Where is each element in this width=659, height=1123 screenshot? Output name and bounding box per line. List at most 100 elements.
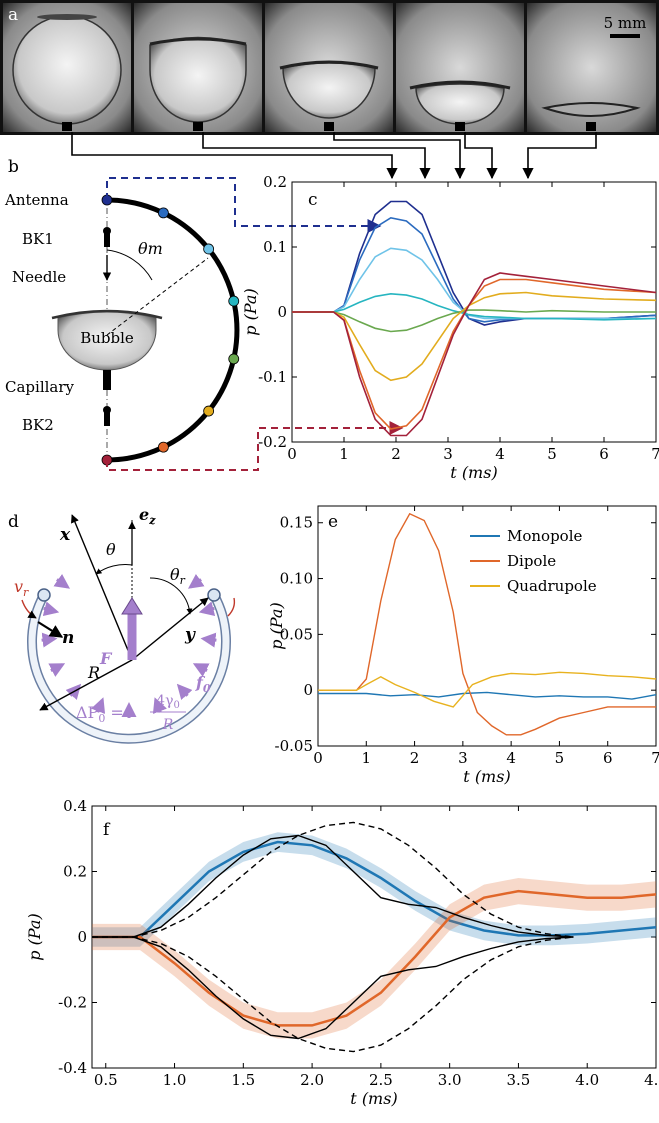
radius-arrow [39, 659, 133, 711]
label-theta-r: θr [170, 565, 186, 587]
panel-label-e: e [328, 512, 338, 532]
x-tick-label: 5 [547, 445, 557, 463]
x-tick-label: 0 [287, 445, 297, 463]
y-tick-label: 0.2 [263, 173, 287, 191]
label-antenna: Antenna [4, 191, 69, 209]
bubble-frame-2 [134, 3, 262, 132]
model-solid-line [92, 834, 574, 938]
pressure-arrow [198, 601, 216, 616]
y-tick-label: 0 [303, 681, 313, 699]
x-tick-label: 0 [313, 749, 323, 767]
vr-arrow-right [227, 597, 236, 617]
legend-label: Quadrupole [507, 577, 597, 595]
blue-link-arrow [106, 177, 382, 233]
panel-label-b: b [8, 157, 19, 177]
y-tick-label: -0.4 [58, 1059, 87, 1077]
pressure-formula: ΔP0 = 4γ0 R [76, 693, 186, 733]
series-line [318, 512, 656, 736]
rim-left [37, 588, 51, 602]
series-line [292, 292, 657, 321]
pressure-arrow [192, 663, 210, 677]
sensor-dot [158, 207, 169, 219]
legend-label: Dipole [507, 552, 556, 570]
y-axis-arrow [131, 597, 209, 661]
x-tick-label: 2.0 [300, 1071, 324, 1089]
label-y: y [184, 625, 196, 645]
panel-a: 5 mm a [0, 0, 659, 135]
y-axis-label: p (Pa) [267, 602, 286, 649]
label-ez: ez [139, 505, 156, 527]
y-tick-label: 0.15 [280, 514, 313, 532]
connector-4 [464, 132, 498, 180]
bk2-hydrophone [103, 406, 111, 426]
x-tick-label: 3.0 [438, 1071, 462, 1089]
sensor-dots [101, 194, 240, 466]
y-tick-label: 0.10 [280, 570, 313, 588]
bubble-schematic: Bubble [51, 309, 163, 371]
panel-label-a: a [8, 5, 18, 25]
series-band [92, 832, 656, 947]
series-line [292, 278, 657, 430]
x-axis-label: t (ms) [450, 463, 497, 482]
series-line [318, 691, 657, 700]
label-n: n [62, 628, 74, 648]
svg-text:R: R [162, 717, 174, 733]
legend-label: Monopole [507, 527, 583, 545]
series-line [292, 200, 657, 326]
series-line [92, 889, 657, 1027]
sensor-dot [228, 295, 240, 307]
y-tick-label: 0.2 [63, 863, 87, 881]
panel-label-f: f [103, 820, 111, 840]
model-solid-line [92, 936, 574, 1040]
label-bubble: Bubble [80, 329, 134, 347]
y-axis-label: p (Pa) [25, 913, 44, 960]
vr-arrow-left [21, 599, 37, 619]
y-tick-label: -0.2 [258, 433, 287, 451]
y-tick-label: -0.1 [258, 368, 287, 386]
series-line [292, 272, 657, 437]
x-tick-label: 4.5 [644, 1071, 659, 1089]
series-line [292, 291, 657, 382]
normal-vector [37, 621, 64, 638]
x-axis-arrow [71, 514, 133, 661]
panel-d: d ez x θ y θr R F n vr f0 [8, 505, 236, 744]
panel-label-d: d [8, 512, 19, 532]
label-force: F [99, 649, 113, 668]
series-line [318, 671, 657, 708]
y-tick-label: 0.05 [280, 625, 313, 643]
theta-m-arc [106, 249, 153, 281]
plot-frame [317, 505, 657, 747]
bubble-frame-1 [3, 3, 131, 132]
series-line [292, 309, 656, 333]
connector-5 [522, 132, 597, 180]
series-band [92, 878, 656, 1039]
x-tick-label: 2 [410, 749, 420, 767]
sensor-dot [203, 405, 215, 417]
shell-inner [28, 593, 230, 743]
pressure-arrow [152, 697, 167, 714]
y-tick-label: 0.4 [63, 797, 87, 815]
label-capillary: Capillary [5, 378, 75, 396]
pressure-arrow [42, 601, 60, 616]
x-tick-label: 3.5 [507, 1071, 531, 1089]
capillary [103, 370, 111, 390]
x-tick-label: 6 [599, 445, 609, 463]
pressure-arrow [187, 573, 205, 589]
svg-text:ΔP0 =: ΔP0 = [76, 703, 124, 725]
photo-connectors [71, 132, 597, 180]
x-tick-label: 0.5 [94, 1071, 118, 1089]
x-axis-label: t (ms) [350, 1089, 397, 1108]
connector-1 [71, 132, 398, 180]
rim-right [207, 588, 221, 602]
force-arrow-head [121, 597, 143, 615]
y-axis-label: p (Pa) [241, 288, 260, 335]
x-tick-label: 1.5 [231, 1071, 255, 1089]
panel-b: b Antenna BK1 Needle Capillary BK2 Bubbl… [4, 157, 404, 471]
pressure-arrow [200, 632, 217, 648]
pressure-arrow [53, 573, 71, 589]
panel-c: c 0 1 2 3 4 5 6 7 -0.2 -0.1 0 0.1 0.2 t (ms) p (Pa) [241, 173, 659, 482]
bubble-frame-3 [265, 3, 393, 132]
theta-r-arc [149, 577, 193, 615]
